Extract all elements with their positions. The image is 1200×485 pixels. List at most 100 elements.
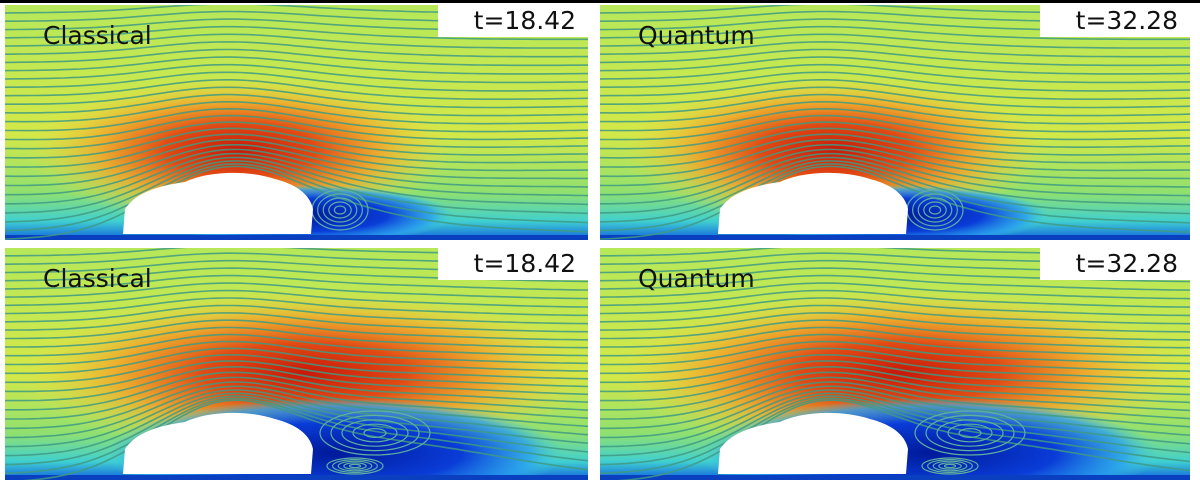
vortex-streamline <box>947 423 993 443</box>
streamline <box>600 395 1190 466</box>
streamline <box>617 399 1190 480</box>
streamline <box>600 63 1190 84</box>
streamline <box>600 160 1190 223</box>
streamline <box>600 133 1190 168</box>
streamline <box>600 107 1190 133</box>
obstacle <box>718 412 908 474</box>
streamline <box>5 101 588 125</box>
streamline <box>600 371 1190 411</box>
streamline <box>600 152 1190 205</box>
streamline <box>5 365 588 402</box>
streamline <box>600 33 1190 49</box>
vortex-streamline <box>328 201 352 219</box>
streamline <box>5 138 588 178</box>
streamline <box>600 312 1190 333</box>
vortex-streamline <box>912 193 959 227</box>
streamline <box>5 121 588 150</box>
flow-panel: Classical t=18.42 <box>5 248 588 480</box>
streamline <box>600 385 1190 439</box>
vortex-streamline <box>925 414 1015 452</box>
vortex-streamline <box>938 462 962 470</box>
floor <box>5 235 588 240</box>
streamline <box>600 353 1190 384</box>
vortex-streamline <box>319 410 431 456</box>
vortex-streamline <box>921 457 979 475</box>
vortex-streamline <box>928 205 942 215</box>
vortex-streamline <box>914 410 1026 456</box>
streamline <box>600 304 1190 325</box>
streamline <box>600 282 1190 300</box>
vortex-streamline <box>943 463 957 469</box>
streamline <box>5 152 588 205</box>
streamline <box>5 56 588 75</box>
vortex-streamline <box>333 205 347 215</box>
time-label: t=18.42 <box>474 6 576 35</box>
streamline <box>600 319 1190 341</box>
vortex-streamline <box>332 459 379 474</box>
streamline <box>600 148 1190 196</box>
vortex-streamline <box>927 459 974 474</box>
vortex-streamline <box>337 460 373 472</box>
obstacle <box>718 172 908 234</box>
streamline <box>5 165 588 240</box>
streamline <box>600 389 1190 448</box>
time-box <box>1040 5 1190 37</box>
streamline <box>5 274 588 291</box>
streamline <box>600 289 1190 308</box>
time-label: t=32.28 <box>1076 6 1178 35</box>
streamline <box>600 333 1190 357</box>
time-box <box>1040 248 1190 280</box>
streamline <box>600 71 1190 92</box>
streamline <box>600 340 1190 366</box>
streamline <box>600 274 1190 291</box>
vortex-streamline <box>343 462 367 470</box>
streamline <box>600 25 1190 41</box>
streamline <box>5 353 588 384</box>
streamline <box>5 133 588 168</box>
streamline <box>5 297 588 317</box>
streamline <box>600 79 1190 100</box>
streamline <box>600 376 1190 420</box>
vortex-streamline <box>348 463 362 469</box>
streamline <box>5 79 588 100</box>
streamline <box>5 107 588 133</box>
flow-panel: Quantum t=32.28 <box>600 5 1190 240</box>
vortex-streamline <box>330 414 420 452</box>
vortex-streamline <box>341 419 409 447</box>
streamline <box>600 93 1190 117</box>
vortex-streamline <box>352 423 398 443</box>
streamline <box>600 101 1190 125</box>
streamline <box>600 121 1190 150</box>
vortex-streamline <box>326 457 384 475</box>
streamline <box>600 56 1190 75</box>
streamline <box>600 347 1190 375</box>
method-label: Quantum <box>638 21 755 50</box>
flow-panel: Classical t=18.42 <box>5 5 588 240</box>
vortex-streamline <box>936 419 1004 447</box>
vortex-streamline <box>317 193 364 227</box>
streamline <box>5 385 588 439</box>
streamline <box>5 376 588 420</box>
streamline <box>600 392 1190 457</box>
vortex-streamline <box>322 197 358 223</box>
streamline <box>600 297 1190 317</box>
time-label: t=18.42 <box>474 249 576 278</box>
streamline <box>5 33 588 49</box>
streamline <box>5 156 588 214</box>
streamline <box>5 304 588 325</box>
streamline <box>22 399 588 480</box>
streamline <box>600 114 1190 141</box>
top-border <box>0 0 1200 3</box>
streamline <box>5 148 588 196</box>
streamline <box>600 86 1190 109</box>
streamline <box>5 48 588 67</box>
streamline <box>5 25 588 41</box>
streamline <box>600 163 1190 232</box>
streamline <box>5 93 588 117</box>
floor <box>5 475 588 480</box>
streamline <box>600 326 1190 349</box>
streamline <box>5 381 588 430</box>
streamline <box>600 138 1190 178</box>
streamline <box>5 340 588 366</box>
